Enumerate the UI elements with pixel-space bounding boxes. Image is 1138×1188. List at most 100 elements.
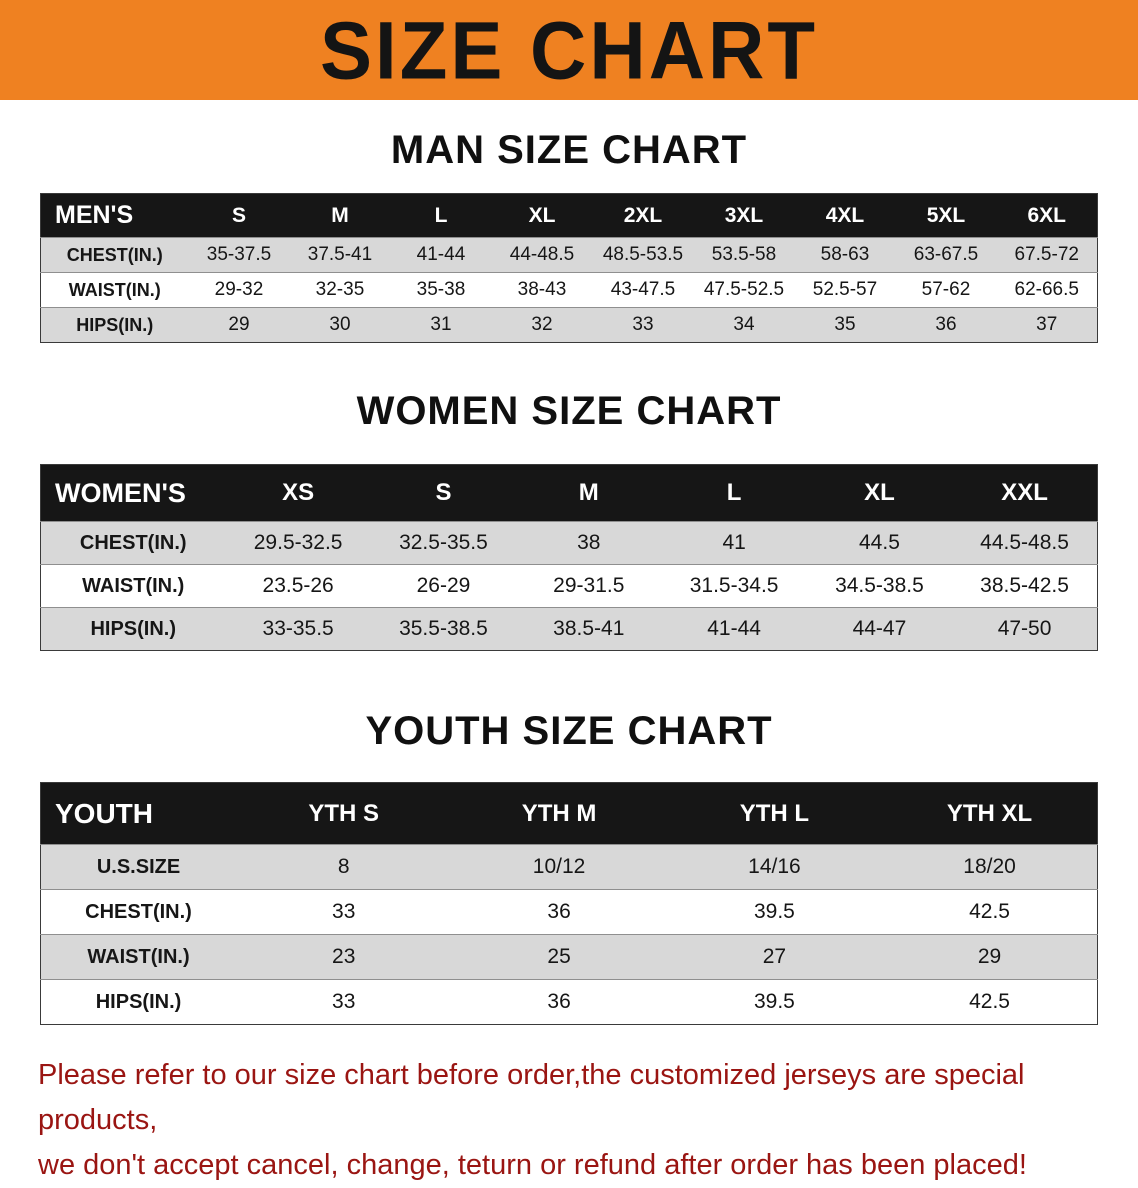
size-value: 25 [451, 934, 667, 980]
size-value: 29-31.5 [516, 564, 662, 608]
size-value: 14/16 [666, 844, 883, 890]
size-value: 42.5 [882, 979, 1098, 1025]
size-value: 52.5-57 [794, 272, 896, 308]
size-value: 41-44 [390, 237, 492, 273]
size-column-header: 6XL [1027, 203, 1066, 227]
row-label: WAIST(IN.) [40, 934, 237, 980]
notice-line-1: Please refer to our size chart before or… [38, 1059, 1025, 1136]
size-value: 35 [794, 307, 896, 343]
notice-line-2: we don't accept cancel, change, teturn o… [38, 1148, 1027, 1181]
size-value: 34.5-38.5 [806, 564, 953, 608]
size-value: 29.5-32.5 [225, 521, 371, 565]
size-value: 37.5-41 [289, 237, 391, 273]
size-column-header: 3XL [724, 203, 764, 227]
size-column-header: XL [528, 203, 556, 227]
section-title-men: MAN SIZE CHART [390, 128, 748, 172]
size-value: 33 [236, 889, 452, 935]
size-column-header: M [578, 479, 599, 506]
table-row: CHEST(IN.) 29.5-32.5 32.5-35.5 38 41 44.5 44.5… [40, 521, 1098, 565]
size-value: 36 [895, 307, 997, 343]
row-label: CHEST(IN.) [40, 521, 226, 565]
size-column-header: S [435, 479, 452, 506]
size-value: 58-63 [794, 237, 896, 273]
size-column-header: XL [864, 479, 895, 506]
size-value: 32 [491, 307, 593, 343]
size-value: 44.5 [806, 521, 953, 565]
size-value: 44-47 [806, 607, 953, 651]
order-notice: Please refer to our size chart before or… [38, 1053, 1100, 1188]
size-value: 26-29 [370, 564, 517, 608]
men-size-chart-section: MAN SIZE CHART MEN'S S M L XL 2XL 3XL 4XL 5XL 6XL… [0, 128, 1138, 343]
section-title-youth: YOUTH SIZE CHART [365, 709, 773, 753]
table-row: U.S.SIZE 8 10/12 14/16 18/20 [40, 844, 1098, 890]
table-row: CHEST(IN.) 33 36 39.5 42.5 [40, 889, 1098, 935]
youth-size-chart-section: YOUTH SIZE CHART YOUTH YTH S YTH M YTH L YTH… [0, 709, 1138, 1025]
size-value: 57-62 [895, 272, 997, 308]
size-column-header: L [434, 203, 448, 227]
table-row: HIPS(IN.) 33 36 39.5 42.5 [40, 979, 1098, 1025]
size-column-header: XXL [1001, 479, 1048, 506]
size-value: 62-66.5 [996, 272, 1098, 308]
size-value: 18/20 [882, 844, 1098, 890]
size-column-header: YTH L [739, 799, 810, 827]
table-row: WAIST(IN.) 23.5-26 26-29 29-31.5 31.5-34.5 34… [40, 564, 1098, 608]
row-label: U.S.SIZE [40, 844, 237, 890]
size-value: 39.5 [666, 979, 883, 1025]
table-row: WAIST(IN.) 29-32 32-35 35-38 38-43 43-47.5 47.… [40, 272, 1098, 308]
size-value: 48.5-53.5 [592, 237, 694, 273]
size-value: 38 [516, 521, 662, 565]
size-value: 34 [693, 307, 795, 343]
table-row: HIPS(IN.) 29 30 31 32 33 34 35 36 37 [40, 307, 1098, 343]
size-value: 33 [592, 307, 694, 343]
size-value: 30 [289, 307, 391, 343]
size-value: 35-38 [390, 272, 492, 308]
size-value: 47-50 [952, 607, 1098, 651]
size-value: 38.5-41 [516, 607, 662, 651]
table-corner-label: MEN'S [55, 201, 134, 229]
size-value: 32-35 [289, 272, 391, 308]
size-column-header: S [231, 203, 246, 227]
size-value: 47.5-52.5 [693, 272, 795, 308]
size-column-header: XS [282, 479, 315, 506]
women-size-table: WOMEN'S XS S M L XL XXL CHEST(IN.) 29.5-32.5 32.… [40, 464, 1098, 651]
youth-size-table: YOUTH YTH S YTH M YTH L YTH XL U.S.SIZE 8 10/1… [40, 782, 1098, 1025]
size-column-header: 5XL [926, 203, 966, 227]
size-value: 29 [188, 307, 290, 343]
size-value: 38-43 [491, 272, 593, 308]
table-corner-label: WOMEN'S [55, 477, 186, 508]
women-size-chart-section: WOMEN SIZE CHART WOMEN'S XS S M L XL XXL CHEST… [0, 389, 1138, 651]
row-label: HIPS(IN.) [40, 607, 226, 651]
size-value: 29-32 [188, 272, 290, 308]
size-column-header: YTH XL [946, 799, 1033, 827]
row-label: HIPS(IN.) [40, 307, 189, 343]
size-column-header: 4XL [825, 203, 865, 227]
size-value: 44-48.5 [491, 237, 593, 273]
size-column-header: M [331, 203, 349, 227]
size-value: 23.5-26 [225, 564, 371, 608]
size-value: 33 [236, 979, 452, 1025]
table-row: CHEST(IN.) 35-37.5 37.5-41 41-44 44-48.5 48.5… [40, 237, 1098, 273]
size-value: 53.5-58 [693, 237, 795, 273]
size-value: 63-67.5 [895, 237, 997, 273]
size-value: 41 [661, 521, 807, 565]
size-value: 31.5-34.5 [661, 564, 807, 608]
size-value: 10/12 [451, 844, 667, 890]
row-label: HIPS(IN.) [40, 979, 237, 1025]
size-value: 44.5-48.5 [952, 521, 1098, 565]
size-value: 43-47.5 [592, 272, 694, 308]
table-corner-label: YOUTH [55, 797, 153, 829]
size-value: 67.5-72 [996, 237, 1098, 273]
size-column-header: YTH M [521, 799, 597, 827]
size-value: 29 [882, 934, 1098, 980]
size-value: 36 [451, 979, 667, 1025]
size-value: 38.5-42.5 [952, 564, 1098, 608]
size-value: 33-35.5 [225, 607, 371, 651]
size-value: 35.5-38.5 [370, 607, 517, 651]
row-label: CHEST(IN.) [40, 237, 189, 273]
size-value: 37 [996, 307, 1098, 343]
size-value: 23 [236, 934, 452, 980]
size-value: 31 [390, 307, 492, 343]
table-header-row: WOMEN'S XS S M L XL XXL [40, 464, 1098, 522]
size-column-header: 2XL [623, 203, 663, 227]
